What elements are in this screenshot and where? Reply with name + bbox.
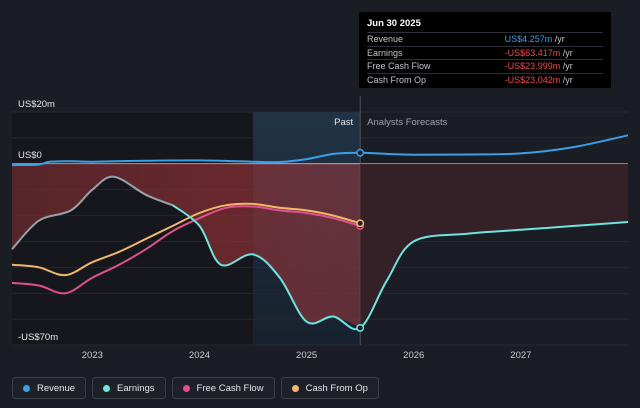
legend-dot-icon — [23, 384, 30, 392]
x-tick-label: 2026 — [403, 350, 424, 361]
tooltip-row-cash-from-op: Cash From Op -US$23.042m /yr — [367, 72, 603, 87]
earnings-forecast-area — [360, 163, 628, 328]
legend-label: Cash From Op — [305, 382, 368, 394]
x-tick-label: 2025 — [296, 350, 317, 361]
tooltip: Jun 30 2025 Revenue US$4.257m /yr Earnin… — [359, 12, 611, 88]
legend-item-cash-from-op[interactable]: Cash From Op — [280, 377, 379, 399]
legend-item-free-cash-flow[interactable]: Free Cash Flow — [171, 377, 275, 399]
x-tick-label: 2024 — [189, 350, 210, 361]
tooltip-label: Earnings — [367, 47, 403, 58]
tooltip-value: -US$63.417m — [504, 47, 561, 58]
x-tick-label: 2023 — [82, 350, 103, 361]
tooltip-row-earnings: Earnings -US$63.417m /yr — [367, 45, 603, 60]
legend-dot-icon — [103, 384, 111, 392]
legend-label: Revenue — [37, 382, 76, 394]
revenue-marker — [356, 148, 365, 157]
legend-label: Free Cash Flow — [196, 382, 264, 394]
tooltip-unit: /yr — [562, 47, 573, 58]
tooltip-label: Cash From Op — [367, 74, 427, 85]
earnings-marker — [356, 323, 365, 332]
cash-from-op-marker — [356, 219, 365, 228]
legend: Revenue Earnings Free Cash Flow Cash Fro… — [12, 377, 379, 399]
free-cash-flow-line — [11, 205, 361, 295]
legend-item-revenue[interactable]: Revenue — [12, 377, 87, 399]
y-tick-label: -US$70m — [18, 332, 58, 343]
forecast-label: Analysts Forecasts — [367, 117, 447, 128]
y-tick-label: US$20m — [18, 99, 55, 110]
legend-dot-icon — [291, 384, 299, 392]
tooltip-row-revenue: Revenue US$4.257m /yr — [367, 32, 603, 46]
tooltip-label: Free Cash Flow — [367, 61, 431, 71]
past-label: Past — [334, 117, 353, 128]
legend-item-earnings[interactable]: Earnings — [92, 377, 166, 399]
earnings-past-area — [12, 163, 361, 328]
x-tick-label: 2027 — [510, 350, 531, 361]
y-tick-label: US$0 — [18, 150, 42, 161]
cash-from-op-line — [11, 202, 361, 277]
tooltip-date: Jun 30 2025 — [367, 18, 421, 29]
tooltip-unit: /yr — [554, 34, 565, 44]
tooltip-label: Revenue — [367, 34, 404, 44]
legend-dot-icon — [182, 384, 190, 392]
tooltip-value: -US$23.999m — [504, 61, 561, 71]
tooltip-unit: /yr — [562, 74, 573, 85]
tooltip-row-free-cash-flow: Free Cash Flow -US$23.999m /yr — [367, 59, 603, 73]
tooltip-value: US$4.257m — [504, 34, 553, 44]
tooltip-value: -US$23.042m — [504, 74, 561, 85]
legend-label: Earnings — [117, 382, 155, 394]
earnings-line-early — [11, 175, 174, 250]
financial-chart: US$20m US$0 -US$70m 2023 2024 2025 2026 2027 Pas… — [11, 96, 629, 361]
tooltip-unit: /yr — [562, 61, 573, 71]
revenue-line — [11, 134, 629, 167]
earnings-line — [172, 204, 629, 331]
